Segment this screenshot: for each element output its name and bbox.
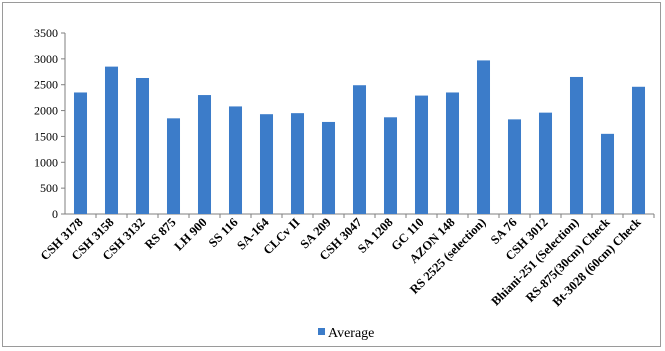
- bar: [290, 113, 305, 214]
- y-tick-label: 2000: [34, 104, 58, 118]
- bar: [104, 66, 119, 214]
- bar: [259, 114, 274, 214]
- bar-chart: 0 500 1000 1500 2000 2500 3000 3500 CSH 3178CSH…: [34, 26, 655, 341]
- bar: [321, 121, 336, 214]
- bar: [228, 106, 243, 214]
- bar: [352, 85, 367, 214]
- chart-frame: 0 500 1000 1500 2000 2500 3000 3500 CSH 3178 CSH…: [2, 2, 661, 347]
- y-tick-label: 3000: [34, 52, 58, 66]
- x-tick-label: LH 900: [171, 215, 209, 253]
- bar: [383, 117, 398, 214]
- legend: Average: [318, 326, 374, 341]
- bar: [600, 133, 615, 214]
- bar: [166, 118, 181, 214]
- y-tick-label: 3500: [34, 26, 58, 40]
- bar: [507, 119, 522, 214]
- y-tick-label: 2500: [34, 78, 58, 92]
- bar: [73, 92, 88, 214]
- y-tick-label: 500: [40, 181, 58, 195]
- legend-label: Average: [328, 326, 374, 341]
- legend-swatch: [318, 328, 325, 335]
- bar: [538, 112, 553, 214]
- bar: [631, 86, 646, 214]
- x-tick-label: SA 1208: [355, 215, 396, 256]
- bar: [197, 95, 212, 214]
- bar: [135, 77, 150, 215]
- y-axis: 0 500 1000 1500 2000 2500 3000 3500: [34, 26, 654, 221]
- bar: [445, 92, 460, 214]
- y-tick-label: 0: [52, 207, 58, 221]
- y-tick-label: 1000: [34, 155, 58, 169]
- y-tick-label: 1500: [34, 129, 58, 143]
- bar: [569, 76, 584, 214]
- bars: [73, 60, 646, 215]
- bar: [414, 95, 429, 214]
- bar: [476, 60, 491, 215]
